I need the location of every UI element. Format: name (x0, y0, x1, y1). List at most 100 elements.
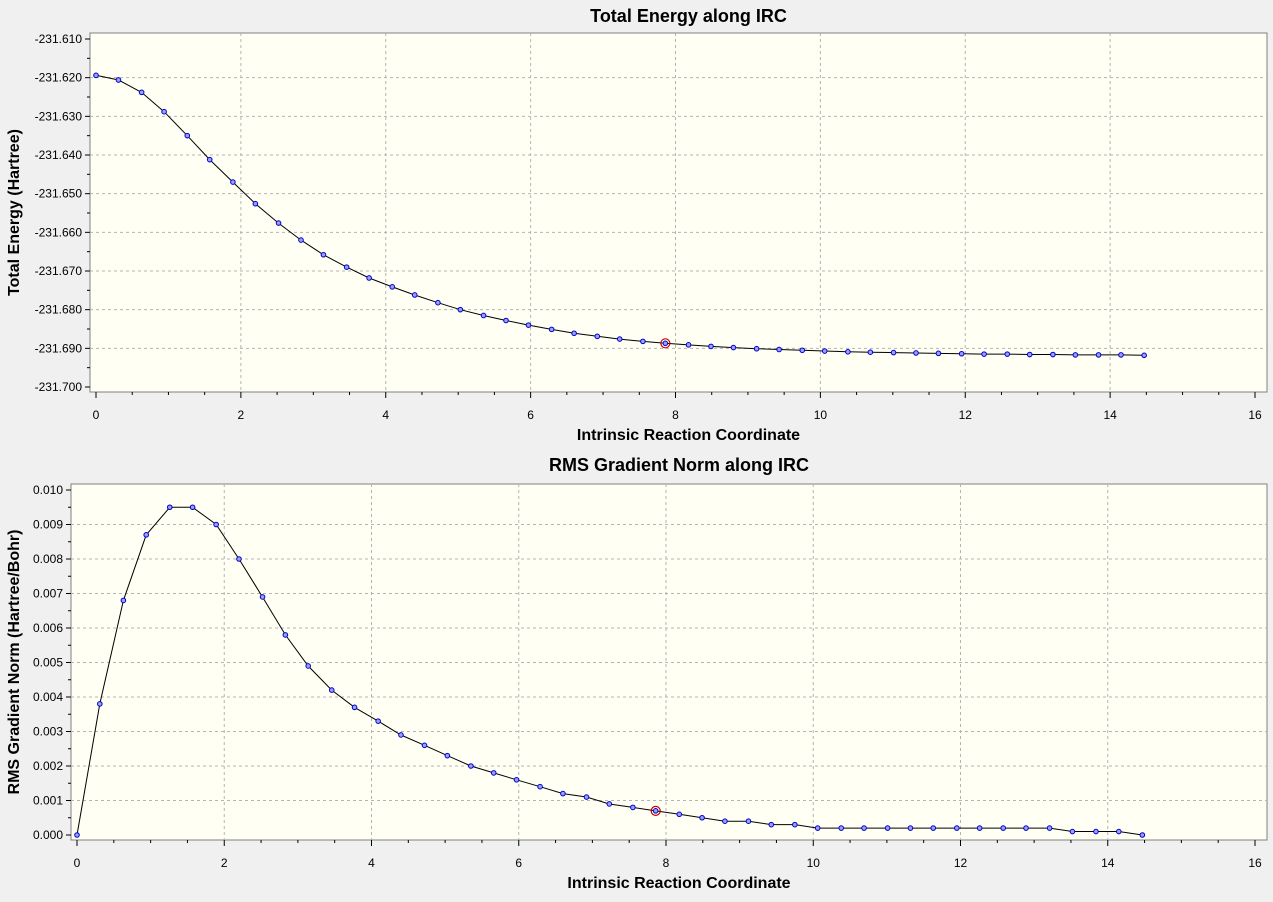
data-point (1118, 352, 1124, 358)
data-point (768, 821, 775, 828)
y-tick-label: -231.680 (35, 303, 83, 317)
data-point (838, 825, 845, 831)
data-point (560, 790, 566, 797)
y-tick-label: 0.001 (33, 794, 63, 808)
x-tick-label: 2 (238, 408, 245, 422)
x-tick-label: 6 (515, 856, 522, 870)
chart-title: RMS Gradient Norm along IRC (549, 455, 809, 475)
y-tick-label: 0.002 (33, 759, 63, 773)
x-tick-label: 10 (807, 856, 821, 870)
data-point (184, 132, 191, 139)
data-point (230, 179, 236, 185)
data-point (435, 299, 441, 306)
data-point (583, 794, 590, 800)
data-points (93, 72, 1147, 359)
data-point (143, 532, 150, 538)
data-point (792, 821, 798, 828)
data-point (930, 825, 937, 831)
data-point (480, 312, 487, 319)
y-tick-label: -231.640 (35, 148, 83, 162)
data-point (138, 89, 145, 96)
y-tick-label: -231.620 (35, 71, 83, 85)
x-tick-label: 10 (814, 408, 828, 422)
data-point (366, 275, 372, 281)
data-point (389, 284, 396, 290)
data-point (1095, 352, 1102, 358)
data-point (776, 346, 782, 353)
data-point (630, 804, 636, 811)
data-point (421, 742, 428, 749)
gridlines (90, 33, 1267, 392)
y-tick-label: 0.008 (33, 552, 63, 566)
x-axis-label: Intrinsic Reaction Coordinate (577, 427, 800, 444)
rms-gradient-chart: 0 2 4 6 8 10 12 14 16 0.0100.0090.0080.0070.0060… (6, 455, 1268, 892)
data-point (685, 342, 692, 348)
x-tick-label: 0 (93, 408, 100, 422)
y-tick-label: -231.690 (35, 341, 83, 355)
data-point (189, 504, 196, 511)
y-tick-label: -231.650 (35, 187, 83, 201)
x-tick-label: 16 (1248, 408, 1262, 422)
data-point (259, 594, 266, 600)
data-point (814, 825, 821, 831)
y-axis-label: Total Energy (Hartree) (6, 129, 23, 296)
data-point (411, 292, 418, 298)
y-tick-label: -231.610 (35, 32, 83, 46)
data-point (468, 763, 474, 769)
data-point (845, 349, 851, 355)
y-tick-label: -231.660 (35, 225, 83, 239)
x-axis-label: Intrinsic Reaction Coordinate (567, 875, 790, 892)
x-tick-label: 16 (1248, 856, 1262, 870)
data-point (398, 732, 404, 738)
data-point (913, 350, 919, 356)
data-point (976, 825, 983, 831)
y-tick-label: -231.700 (35, 380, 83, 394)
plot-area (89, 32, 1268, 393)
gridlines (71, 484, 1267, 840)
data-point (320, 251, 327, 258)
data-point (571, 330, 577, 337)
data-point (1115, 828, 1122, 835)
data-point (935, 350, 942, 357)
data-point (282, 632, 289, 638)
data-point (206, 156, 213, 163)
data-point (753, 345, 760, 352)
data-point (305, 663, 311, 669)
data-point (1026, 351, 1033, 358)
data-point (93, 72, 99, 79)
data-point (503, 317, 509, 324)
current-point-marker (650, 805, 661, 816)
current-point-marker (660, 338, 671, 349)
data-point (444, 752, 451, 759)
data-point (328, 687, 335, 693)
data-point (640, 338, 646, 345)
data-point (652, 808, 659, 814)
y-tick-label: -231.670 (35, 264, 83, 278)
x-tick-label: 8 (663, 856, 670, 870)
data-point (513, 777, 520, 783)
x-tick-label: 8 (672, 408, 679, 422)
data-point (821, 348, 828, 354)
data-point (730, 344, 737, 351)
x-tick-label: 12 (959, 408, 973, 422)
data-point (606, 801, 613, 807)
data-point (275, 220, 282, 226)
data-point (662, 340, 669, 347)
data-point (97, 701, 103, 707)
total-energy-chart: 0 2 4 6 8 10 12 14 16 -231.610-231.620-231.630-2… (6, 6, 1268, 444)
data-point (166, 504, 173, 511)
data-point (616, 336, 623, 342)
data-point (1046, 825, 1053, 831)
x-tick-label: 2 (221, 856, 228, 870)
data-point (252, 200, 259, 207)
data-point (490, 770, 497, 776)
y-tick-label: 0.004 (33, 690, 63, 704)
x-tick-label: 14 (1101, 856, 1115, 870)
data-point (1072, 352, 1079, 358)
x-tick-label: 4 (368, 856, 375, 870)
data-point (343, 264, 350, 270)
data-point (1050, 351, 1056, 358)
data-point (236, 556, 242, 562)
